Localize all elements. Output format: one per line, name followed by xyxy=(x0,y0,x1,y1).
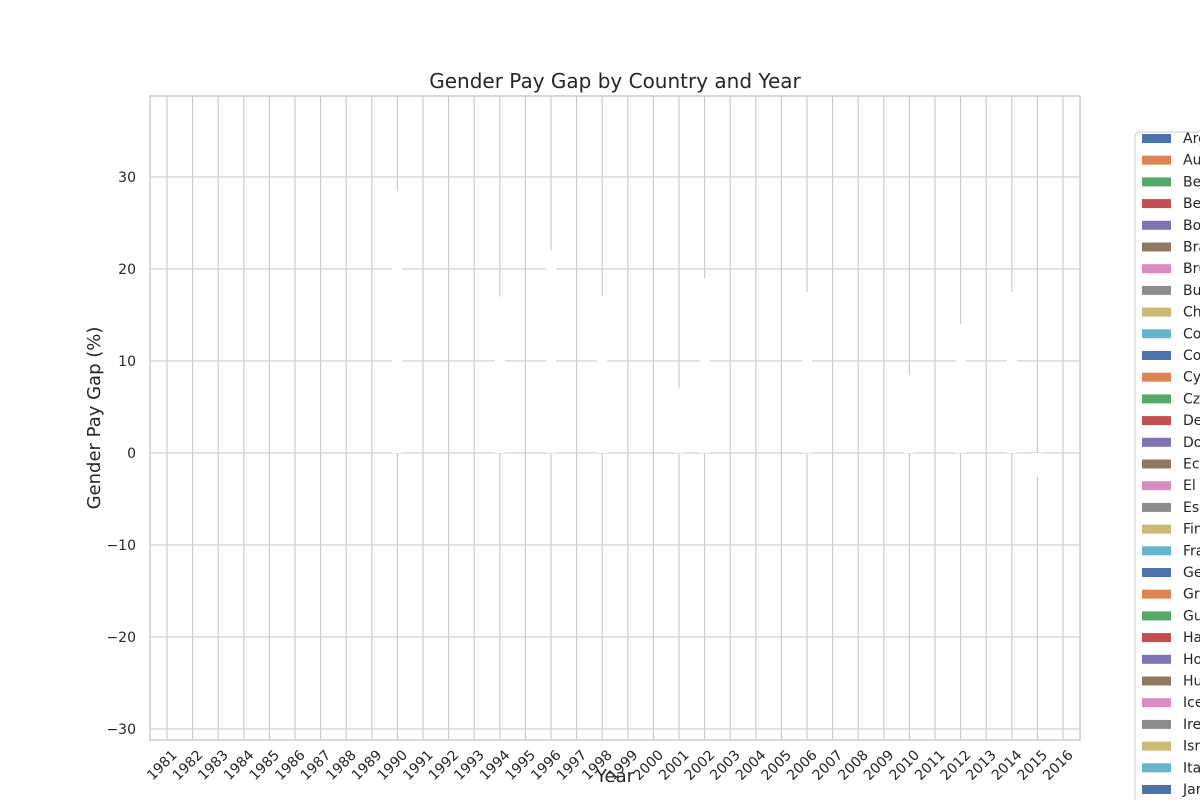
legend-label: Fin xyxy=(1183,522,1200,538)
legend-label: Be xyxy=(1183,174,1200,190)
legend-label: Ital xyxy=(1183,760,1200,776)
legend-label: Cz xyxy=(1183,391,1200,407)
legend-label: Ha xyxy=(1183,630,1200,646)
legend-swatch xyxy=(1142,589,1171,599)
legend-swatch xyxy=(1142,568,1171,577)
legend-label: Arg xyxy=(1183,131,1200,147)
legend-swatch xyxy=(1142,524,1171,534)
legend-swatch xyxy=(1142,676,1171,686)
bar xyxy=(802,291,812,453)
legend-swatch xyxy=(1142,329,1171,339)
bar xyxy=(904,374,915,453)
legend-label: Hu xyxy=(1183,674,1200,690)
legend-swatch xyxy=(1142,242,1171,252)
legend-label: Bo xyxy=(1183,218,1200,234)
legend-swatch xyxy=(1142,437,1171,447)
legend-label: Gr xyxy=(1183,587,1200,603)
legend-swatch xyxy=(1142,481,1171,491)
legend-label: Bu xyxy=(1183,283,1200,299)
y-tick-label: 10 xyxy=(118,354,136,370)
legend-swatch xyxy=(1142,307,1171,317)
y-tick-label: 30 xyxy=(118,170,136,186)
bar xyxy=(955,324,966,453)
grid xyxy=(150,96,1080,740)
legend-label: Ec xyxy=(1183,457,1200,473)
legend-label: Bru xyxy=(1183,261,1200,277)
legend-swatch xyxy=(1142,220,1171,230)
legend-swatch xyxy=(1142,654,1171,664)
legend-swatch xyxy=(1142,134,1171,143)
legend-swatch xyxy=(1142,741,1171,751)
legend-swatch xyxy=(1142,611,1171,621)
legend-label: Cy xyxy=(1183,370,1200,386)
legend-swatch xyxy=(1142,351,1171,360)
bar xyxy=(1032,452,1043,476)
legend-label: Jar xyxy=(1182,782,1200,798)
legend-swatch xyxy=(1142,633,1171,643)
legend-swatch xyxy=(1142,285,1171,295)
legend-swatch xyxy=(1142,199,1171,209)
legend-label: Do xyxy=(1183,435,1200,451)
legend-swatch xyxy=(1142,719,1171,729)
legend-label: Bra xyxy=(1183,240,1200,256)
bar xyxy=(1006,291,1017,453)
y-tick-label: 0 xyxy=(127,446,136,462)
bar xyxy=(494,296,505,453)
legend-label: Au xyxy=(1183,153,1200,169)
legend: Arg Au Be Be Bo Bra Bru Bu Ch Co Co Cy Cz De Do Ec El Es F… xyxy=(1134,131,1200,800)
y-axis-label: Gender Pay Gap (%) xyxy=(84,327,105,510)
chart-title: Gender Pay Gap by Country and Year xyxy=(429,69,801,93)
legend-swatch xyxy=(1142,155,1171,165)
legend-label: Fra xyxy=(1183,543,1200,559)
legend-label: Ho xyxy=(1183,652,1200,668)
legend-swatch xyxy=(1142,698,1171,708)
legend-swatch xyxy=(1142,785,1171,794)
y-tick-label: −20 xyxy=(106,630,136,646)
legend-swatch xyxy=(1142,546,1171,556)
legend-swatch xyxy=(1142,264,1171,274)
legend-swatch xyxy=(1142,394,1171,404)
bar xyxy=(546,250,556,453)
legend-swatch xyxy=(1142,372,1171,382)
y-tick-label: −30 xyxy=(106,722,136,738)
y-tick-labels: −30 −20 −10 0 10 20 30 xyxy=(106,170,136,738)
bar xyxy=(392,190,403,453)
x-tick-label: 2016 xyxy=(1040,747,1077,784)
legend-swatch xyxy=(1142,459,1171,469)
y-tick-label: 20 xyxy=(118,262,136,278)
legend-label: Ire xyxy=(1183,717,1200,733)
legend-swatch xyxy=(1142,763,1171,773)
legend-label: Gu xyxy=(1183,608,1200,624)
bar xyxy=(699,278,710,453)
legend-label: Be xyxy=(1183,196,1200,212)
legend-swatch xyxy=(1142,177,1171,187)
plot-frame xyxy=(149,95,1081,741)
legend-label: Co xyxy=(1183,326,1200,342)
legend-swatch xyxy=(1142,416,1171,426)
legend-swatch xyxy=(1142,502,1171,512)
x-axis-label: Year xyxy=(595,766,635,787)
legend-label: Ge xyxy=(1183,565,1200,581)
y-tick-label: −10 xyxy=(106,538,136,554)
legend-label: De xyxy=(1183,413,1200,429)
legend-label: Ch xyxy=(1183,305,1200,321)
bars xyxy=(392,190,1043,476)
legend-label: Co xyxy=(1183,348,1200,364)
legend-label: El xyxy=(1183,478,1196,494)
legend-label: Ice xyxy=(1183,695,1200,711)
bar xyxy=(597,296,608,453)
legend-label: Es xyxy=(1183,500,1199,516)
legend-label: Isr xyxy=(1183,739,1200,755)
bar xyxy=(674,388,684,453)
